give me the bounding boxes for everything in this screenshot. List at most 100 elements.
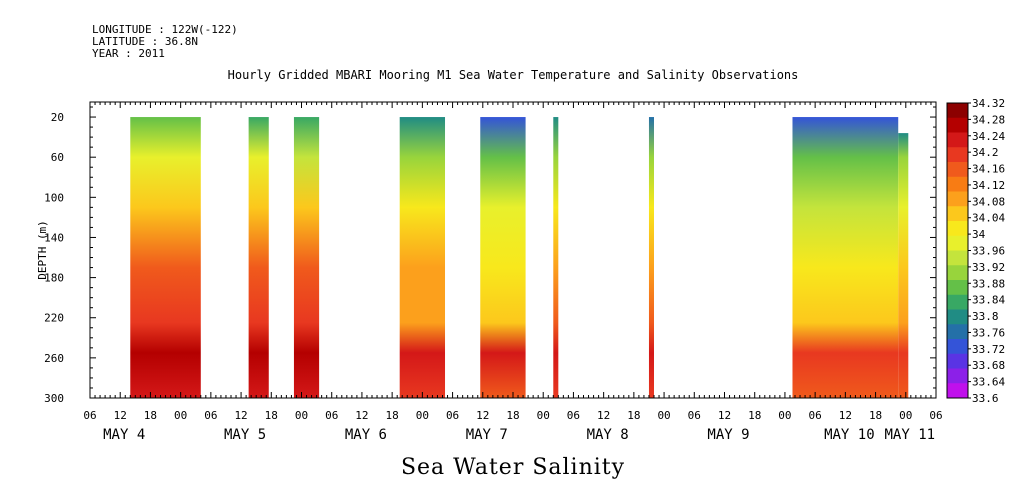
colorbar-cell (947, 353, 968, 369)
colorbar-label: 34.32 (972, 97, 1005, 110)
colorbar-label: 34.28 (972, 113, 1005, 126)
x-day-label: MAY 8 (587, 427, 629, 443)
colorbar-label: 34.12 (972, 179, 1005, 192)
data-segment (898, 133, 909, 398)
longitude-label: LONGITUDE : 122W(-122) (92, 23, 238, 36)
colorbar-cell (947, 265, 968, 281)
x-tick-label: 18 (265, 409, 278, 422)
x-tick-label: 06 (446, 409, 459, 422)
colorbar-label: 33.84 (972, 294, 1005, 307)
x-tick-label: 06 (809, 409, 822, 422)
y-tick-label: 100 (44, 191, 64, 204)
colorbar-cell (947, 339, 968, 355)
y-tick-label: 20 (51, 111, 64, 124)
colorbar-label: 33.68 (972, 359, 1005, 372)
colorbar-label: 33.8 (972, 310, 999, 323)
metadata-block: LONGITUDE : 122W(-122) LATITUDE : 36.8N … (92, 24, 238, 60)
y-tick-label: 260 (44, 352, 64, 365)
colorbar-label: 34.08 (972, 195, 1005, 208)
colorbar-cell (947, 250, 968, 266)
data-segment (293, 117, 320, 399)
data-layer (130, 117, 909, 399)
x-tick-label: 06 (929, 409, 942, 422)
year-label: YEAR : 2011 (92, 47, 165, 60)
x-tick-label: 06 (83, 409, 96, 422)
x-axis-title: Sea Water Salinity (400, 455, 626, 480)
x-tick-label: 00 (174, 409, 187, 422)
colorbar-label: 33.76 (972, 326, 1005, 339)
colorbar-cell (947, 132, 968, 148)
x-tick-label: 00 (657, 409, 670, 422)
colorbar-cell (947, 309, 968, 325)
data-segment (248, 117, 269, 399)
colorbar-label: 34 (972, 228, 986, 241)
colorbar-label: 33.6 (972, 392, 999, 405)
chart-title: Hourly Gridded MBARI Mooring M1 Sea Wate… (227, 68, 799, 82)
x-day-label: MAY 9 (707, 427, 749, 443)
x-day-label: MAY 10 (824, 427, 875, 443)
colorbar-cell (947, 383, 968, 399)
colorbar-cell (947, 147, 968, 163)
x-day-label: MAY 11 (884, 427, 935, 443)
colorbar-cell (947, 280, 968, 296)
colorbar-cell (947, 103, 968, 119)
data-segment (399, 117, 446, 399)
data-segment (553, 117, 559, 399)
y-tick-label: 180 (44, 272, 64, 285)
x-tick-label: 18 (386, 409, 399, 422)
x-tick-label: 18 (627, 409, 640, 422)
colorbar-label: 33.92 (972, 261, 1005, 274)
x-tick-label: 00 (778, 409, 791, 422)
colorbar-label: 33.64 (972, 376, 1005, 389)
colorbar-label: 34.04 (972, 212, 1005, 225)
colorbar-cell (947, 191, 968, 207)
x-tick-label: 06 (688, 409, 701, 422)
x-tick-label: 12 (476, 409, 489, 422)
data-segment (648, 117, 654, 399)
colorbar-cell (947, 368, 968, 384)
x-tick-label: 12 (839, 409, 852, 422)
colorbar-layer: 34.32 34.28 34.24 34.2 34.16 34.12 34.08 34.04 3… (946, 97, 1005, 405)
x-tick-label: 18 (869, 409, 882, 422)
data-segment (130, 117, 201, 399)
colorbar-cell (947, 176, 968, 192)
colorbar-cell (947, 206, 968, 222)
data-segment (792, 117, 899, 399)
x-tick-label: 18 (748, 409, 761, 422)
y-tick-label: 300 (44, 392, 64, 405)
x-tick-label: 06 (325, 409, 338, 422)
y-tick-label: 220 (44, 312, 64, 325)
y-axis-title: DEPTH (m) (36, 220, 49, 280)
x-tick-label: 00 (537, 409, 550, 422)
axes-layer: 06 12 18 00 06 12 18 00 06 12 18 00 06 12 18 00 06 12 18 00… (36, 101, 943, 443)
latitude-label: LATITUDE : 36.8N (92, 35, 198, 48)
x-tick-label: 00 (295, 409, 308, 422)
x-tick-label: 12 (355, 409, 368, 422)
x-tick-label: 18 (506, 409, 519, 422)
colorbar-label: 34.2 (972, 146, 999, 159)
x-tick-label: 12 (718, 409, 731, 422)
x-tick-label: 00 (416, 409, 429, 422)
x-tick-label: 00 (899, 409, 912, 422)
colorbar-cell (947, 221, 968, 237)
y-tick-label: 140 (44, 231, 64, 244)
x-tick-label: 06 (567, 409, 580, 422)
x-tick-label: 12 (597, 409, 610, 422)
colorbar-label: 33.72 (972, 343, 1005, 356)
x-tick-label: 12 (114, 409, 127, 422)
colorbar-label: 34.16 (972, 163, 1005, 176)
colorbar-cell (947, 117, 968, 133)
colorbar-cell (947, 324, 968, 340)
colorbar-label: 34.24 (972, 130, 1005, 143)
data-segment (480, 117, 526, 399)
x-day-label: MAY 5 (224, 427, 266, 443)
colorbar-cell (947, 235, 968, 251)
colorbar-cell (947, 162, 968, 178)
x-tick-label: 12 (234, 409, 247, 422)
x-day-label: MAY 7 (466, 427, 508, 443)
x-tick-label: 06 (204, 409, 217, 422)
x-day-label: MAY 4 (103, 427, 145, 443)
colorbar-label: 33.88 (972, 277, 1005, 290)
y-tick-label: 60 (51, 151, 64, 164)
